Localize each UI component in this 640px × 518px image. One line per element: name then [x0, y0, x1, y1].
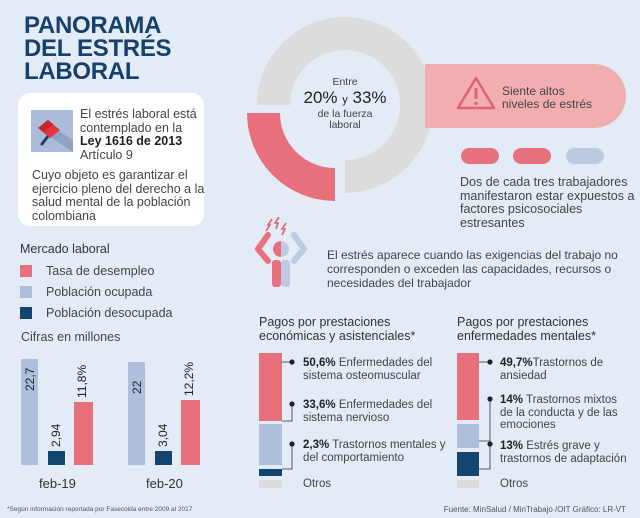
segment-otros-label: Otros [303, 478, 332, 490]
bar-poblacion-ocupada [21, 359, 38, 465]
connector-dot [289, 441, 295, 447]
pill-highlighted [513, 148, 551, 164]
donut-center-text: Entre 20% y 33% de la fuerza laboral [290, 76, 400, 132]
donut-prefix: Entre [332, 76, 358, 88]
title-line: PANORAMA [24, 12, 162, 39]
segment-pct: 50,6% [303, 357, 336, 369]
warning-triangle-icon [456, 76, 496, 110]
legend-swatch [20, 286, 32, 298]
segment-text: Enfermedades del sistema nervioso [303, 399, 433, 424]
segment-label: 14% Trastornos mixtos de la conducta y d… [500, 394, 630, 432]
banner-line: niveles de estrés [502, 97, 593, 111]
units-note: Cifras en millones [21, 330, 121, 344]
stacked-segment [259, 353, 282, 421]
connector-dot [289, 401, 295, 407]
law-line: contemplado en la [80, 120, 183, 135]
stacked-segment [259, 480, 282, 488]
pill-highlighted [461, 148, 499, 164]
segment-text: Trastornos de ansiedad [500, 357, 604, 382]
law-name: Ley 1616 de 2013 [80, 134, 183, 148]
range-high: 33% [352, 87, 387, 107]
segment-otros-label: Otros [500, 478, 529, 490]
law-article: Artículo 9 [80, 147, 133, 162]
segment-label: 2,3% Trastornos mentales y del comportam… [303, 439, 448, 464]
segment-pct: 2,3% [303, 439, 330, 451]
donut-suffix: de la fuerza laboral [317, 107, 373, 131]
connector-bracket [282, 444, 293, 470]
payments-economic-title: Pagos por prestaciones económicas y asis… [259, 315, 416, 343]
stacked-segment [457, 480, 479, 488]
law-description: El estrés laboral está contemplado en la… [80, 107, 210, 162]
segment-label: 49,7%Trastornos de ansiedad [500, 357, 630, 382]
stress-banner [425, 64, 626, 128]
title-line: LABORAL [24, 58, 140, 85]
connector-dot [487, 359, 493, 365]
legend-swatch [20, 307, 32, 319]
connector-dot [487, 441, 493, 447]
segment-pct: 49,7% [500, 357, 533, 369]
legend-item: Población ocupada [20, 285, 152, 299]
segment-pct: 33,6% [303, 399, 336, 411]
banner-text: Siente altos niveles de estrés [502, 85, 592, 111]
segment-text: Estrés grave y trastornos de adaptación [500, 440, 627, 465]
market-chart-title: Mercado laboral [20, 242, 110, 256]
legend-item: Tasa de desempleo [20, 264, 154, 278]
stacked-segment [259, 469, 282, 476]
connector-dot [289, 359, 295, 365]
law-line: El estrés laboral está [80, 107, 197, 121]
connector-bracket [479, 399, 491, 442]
connector-bracket [282, 404, 293, 422]
bar-poblacion-desocupada [48, 451, 65, 465]
bar-poblacion-ocupada [128, 362, 145, 465]
x-axis-label: feb-20 [146, 476, 183, 491]
payments-mental-title: Pagos por prestaciones enfermedades ment… [457, 315, 596, 343]
stacked-segment [457, 424, 479, 448]
range-low: 20% [303, 87, 338, 107]
stacked-segment [259, 424, 282, 465]
stacked-segment [457, 353, 479, 420]
segment-text: Trastornos mentales y del comportamiento [303, 439, 446, 464]
title-line: DEL ESTRÉS [24, 35, 172, 62]
segment-text: Trastornos mixtos de la conducta y de la… [500, 394, 618, 431]
donut-slice-rest [257, 17, 433, 193]
range-connector: y [342, 93, 348, 106]
flag-pin-icon [31, 110, 73, 152]
bar-poblacion-desocupada [155, 450, 172, 465]
footnote: *Según información reportada por Fasecol… [7, 506, 193, 513]
bar-tasa-de-desempleo [74, 402, 93, 465]
segment-text: Enfermedades del sistema osteomuscular [303, 357, 433, 382]
segment-label: 13% Estrés grave y trastornos de adaptac… [500, 440, 635, 465]
stacked-segment [457, 452, 479, 476]
legend-label: Población ocupada [46, 285, 153, 299]
banner-line: Siente altos [502, 84, 565, 98]
connector-bracket [479, 444, 491, 470]
segment-pct: 13% [500, 440, 524, 452]
donut-slice-stress [247, 113, 335, 201]
stress-definition-text: El estrés aparece cuando las exigencias … [327, 248, 618, 290]
legend-item: Población desocupada [20, 306, 173, 320]
page-title: PANORAMA DEL ESTRÉS LABORAL [24, 12, 224, 85]
bar-tasa-de-desempleo [181, 399, 200, 465]
x-axis-label: feb-19 [39, 476, 76, 491]
law-purpose: Cuyo objeto es garantizar el ejercicio p… [32, 168, 205, 223]
source-credit: Fuente: MinSalud / MinTrabajo /OIT Gráfi… [443, 505, 626, 514]
pill-neutral [566, 148, 604, 164]
legend-label: Población desocupada [46, 306, 173, 320]
stressed-person-icon [255, 217, 307, 287]
legend-swatch [20, 265, 32, 277]
legend-label: Tasa de desempleo [46, 264, 155, 278]
two-of-three-text: Dos de cada tres trabajadores manifestar… [460, 175, 635, 230]
segment-label: 50,6% Enfermedades del sistema osteomusc… [303, 357, 448, 382]
segment-label: 33,6% Enfermedades del sistema nervioso [303, 399, 443, 424]
segment-pct: 14% [500, 394, 524, 406]
connector-dot [487, 396, 493, 402]
